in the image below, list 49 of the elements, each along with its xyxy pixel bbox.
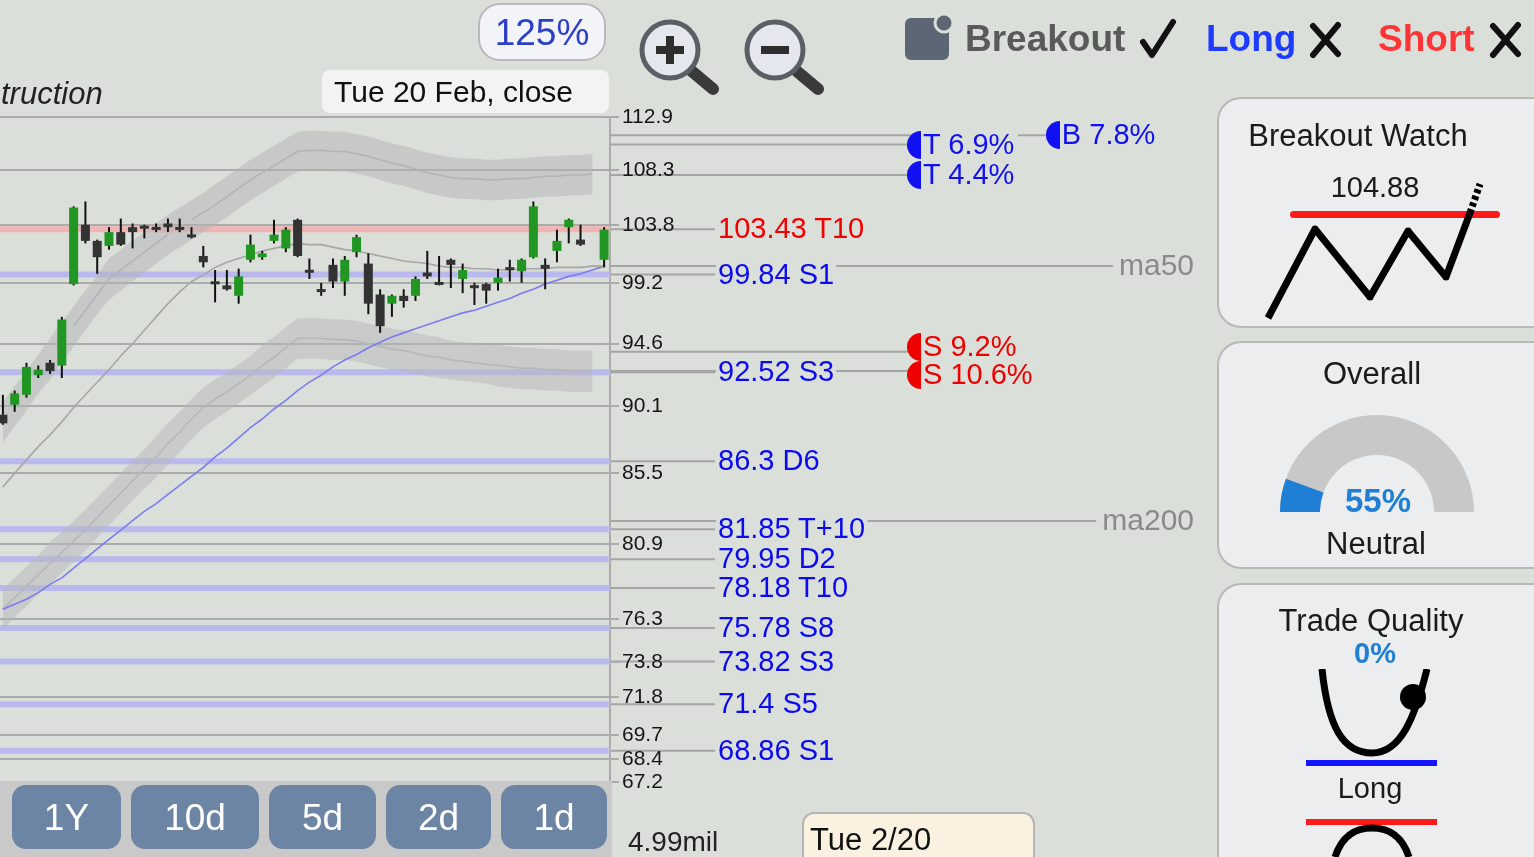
range-button: 10d: [131, 785, 259, 849]
y-tick-label: 108.3: [622, 157, 675, 181]
text: 55%: [1344, 481, 1412, 519]
zoom-level-pill: 125%: [478, 3, 606, 61]
range-button: 1d: [501, 785, 607, 849]
chart-title: truction: [1, 75, 103, 111]
y-tick-label: 94.6: [622, 330, 663, 354]
text: Short: [1378, 17, 1475, 59]
y-tick-label: 69.7: [622, 721, 663, 745]
ref-line-label: 81.85 T+10: [718, 512, 866, 545]
y-tick-label: 112.9: [622, 103, 673, 127]
y-tick-label: 99.2: [622, 269, 663, 293]
ref-line-label: 73.82 S3: [718, 644, 835, 677]
y-tick-label: 85.5: [622, 460, 663, 484]
y-tick-label: 80.9: [622, 530, 663, 554]
text: Breakout: [965, 17, 1126, 59]
range-button: 1Y: [12, 785, 121, 849]
text: 4.99mil: [628, 826, 719, 857]
text: Long: [1337, 771, 1403, 804]
ref-line-label: T 6.9%: [923, 127, 1015, 160]
text: Long: [1206, 17, 1297, 59]
y-tick-label: 103.8: [622, 211, 675, 235]
range-button: 2d: [386, 785, 491, 849]
y-tick-label: 71.8: [622, 683, 663, 707]
text: Breakout Watch: [1248, 117, 1468, 153]
y-tick-label: 73.8: [622, 648, 663, 672]
ref-line-label: T 4.4%: [923, 158, 1015, 191]
ref-line-label: 75.78 S8: [718, 610, 835, 643]
ref-line-label: 92.52 S3: [718, 355, 835, 388]
date-label-box: Tue 20 Feb, close: [322, 70, 609, 113]
ref-line-label: 86.3 D6: [718, 444, 820, 477]
range-button: 5d: [269, 785, 376, 849]
ref-line-label: 103.43 T10: [718, 212, 865, 245]
text: Trade Quality: [1278, 602, 1464, 638]
ref-line-label: 99.84 S1: [718, 257, 835, 290]
text: ma200: [1102, 503, 1194, 537]
text: Neutral: [1326, 525, 1426, 561]
text: ma50: [1118, 248, 1194, 282]
y-tick-label: 67.2: [622, 768, 663, 792]
text: Overall: [1322, 355, 1422, 391]
y-tick-label: 90.1: [622, 392, 663, 416]
y-tick-label: 76.3: [622, 606, 663, 630]
y-tick-label: 68.4: [622, 746, 664, 770]
date-box: Tue 2/20: [802, 812, 1035, 857]
ref-line-label: B 7.8%: [1061, 118, 1156, 151]
text: 0%: [1354, 636, 1396, 669]
ref-line-label: 68.86 S1: [718, 733, 835, 766]
ref-line-label: 71.4 S5: [718, 687, 818, 720]
text: 104.88: [1330, 170, 1420, 203]
